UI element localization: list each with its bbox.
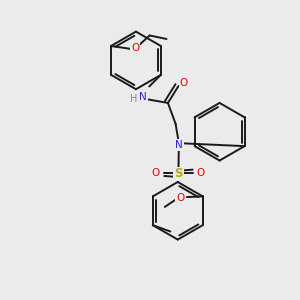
Text: H: H <box>130 94 137 104</box>
Text: S: S <box>174 167 183 180</box>
Text: O: O <box>152 168 160 178</box>
Text: O: O <box>197 168 205 178</box>
Text: N: N <box>139 92 147 102</box>
Text: N: N <box>175 140 183 150</box>
Text: O: O <box>179 78 188 88</box>
Text: O: O <box>131 43 140 53</box>
Text: O: O <box>176 193 184 203</box>
